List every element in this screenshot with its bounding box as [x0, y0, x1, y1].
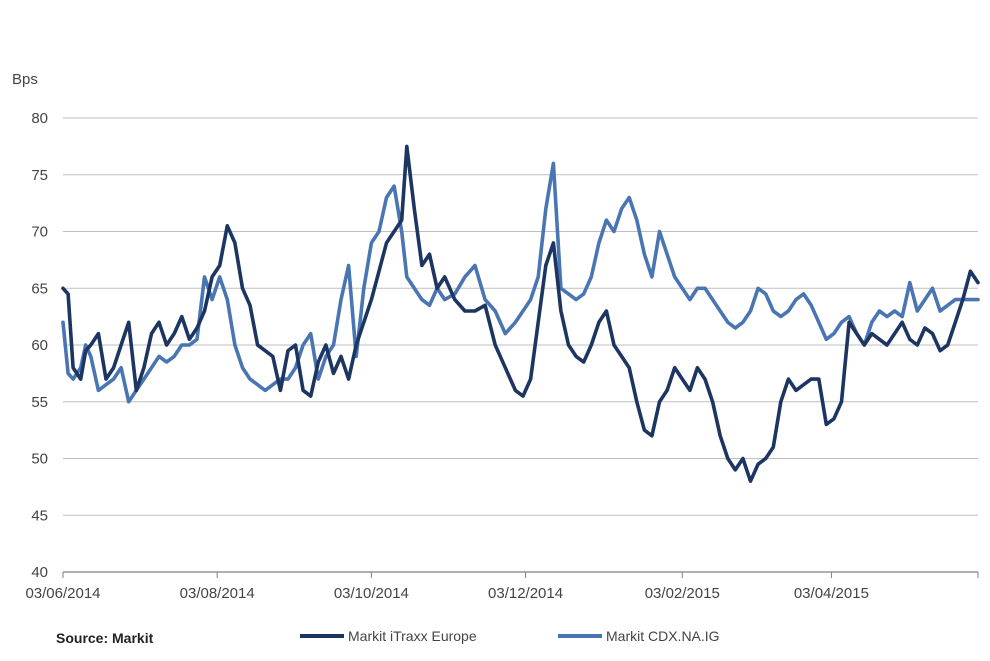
- x-tick-label: 03/10/2014: [334, 585, 409, 602]
- x-tick-labels: 03/06/2014 03/08/2014 03/10/2014 03/12/2014…: [25, 585, 868, 602]
- legend-item-itraxx: Markit iTraxx Europe: [300, 628, 477, 644]
- axes: [62, 571, 979, 578]
- source-note: Source: Markit: [56, 630, 154, 646]
- y-tick-label: 70: [31, 224, 48, 241]
- series-line-cdx: [61, 161, 980, 404]
- y-axis-unit: Bps: [12, 71, 38, 88]
- y-tick-label: 65: [31, 280, 48, 297]
- x-tick-label: 03/02/2015: [645, 585, 720, 602]
- series-line-itraxx: [61, 144, 980, 484]
- legend-swatch-itraxx: [300, 634, 344, 638]
- y-tick-label: 60: [31, 337, 48, 354]
- y-tick-label: 55: [31, 394, 48, 411]
- x-tick-label: 03/04/2015: [794, 585, 869, 602]
- legend-item-cdx: Markit CDX.NA.IG: [558, 628, 720, 644]
- y-tick-label: 80: [31, 110, 48, 127]
- series-lines: [61, 144, 980, 484]
- legend-label-cdx: Markit CDX.NA.IG: [606, 628, 720, 644]
- y-tick-label: 45: [31, 507, 48, 524]
- legend-swatch-cdx: [558, 634, 602, 638]
- legend-label-itraxx: Markit iTraxx Europe: [348, 628, 477, 644]
- x-tick-label: 03/08/2014: [180, 585, 255, 602]
- y-tick-label: 50: [31, 451, 48, 468]
- y-tick-label: 40: [31, 564, 48, 581]
- x-tick-label: 03/12/2014: [488, 585, 563, 602]
- y-tick-label: 75: [31, 167, 48, 184]
- x-tick-label: 03/06/2014: [25, 585, 100, 602]
- y-tick-labels: 40 45 50 55 60 65 70 75 80: [31, 110, 48, 581]
